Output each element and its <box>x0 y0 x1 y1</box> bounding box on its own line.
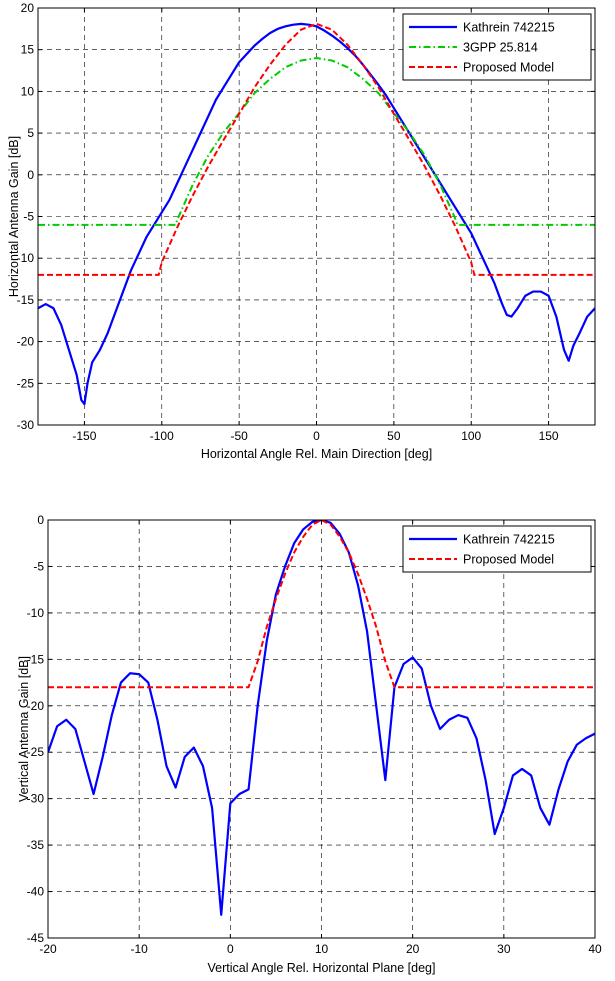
x-tick-label: 20 <box>406 942 420 956</box>
y-axis-label-vertical: Vertical Antenna Gain [dB] <box>17 656 31 802</box>
x-tick-label: 150 <box>539 429 559 443</box>
legend-label: Kathrein 742215 <box>463 533 555 547</box>
legend-box <box>402 525 592 573</box>
legend-vertical: Kathrein 742215 Proposed Model <box>402 525 592 573</box>
y-tick-label: -15 <box>27 652 45 666</box>
x-tick-label: 0 <box>227 942 234 956</box>
y-tick-label: -10 <box>27 606 45 620</box>
ticks-vertical: -20 -10 0 10 20 30 40 -45 -40 -35 -30 -25 -20 -15 -10 -… <box>27 513 602 956</box>
y-tick-label: -25 <box>27 745 45 759</box>
y-tick-label: -15 <box>17 293 35 307</box>
legend-horizontal: Kathrein 742215 3GPP 25.814 Proposed Model <box>402 13 592 81</box>
x-tick-label: 30 <box>497 942 511 956</box>
x-tick-label: -150 <box>72 429 96 443</box>
y-tick-label: 0 <box>37 513 44 527</box>
series-line-kathrein-742215 <box>38 22 595 406</box>
x-tick-label: -20 <box>39 942 57 956</box>
y-tick-label: 5 <box>27 126 34 140</box>
y-tick-label: -20 <box>17 335 35 349</box>
y-tick-label: 15 <box>21 43 35 57</box>
y-tick-label: -30 <box>17 418 35 432</box>
y-tick-label: -40 <box>27 885 45 899</box>
x-tick-label: 40 <box>588 942 602 956</box>
y-tick-label: -5 <box>33 559 44 573</box>
y-tick-label: -20 <box>27 699 45 713</box>
legend-label: Proposed Model <box>463 61 554 75</box>
x-tick-label: -10 <box>130 942 148 956</box>
x-axis-label-vertical: Vertical Angle Rel. Horizontal Plane [de… <box>208 961 436 975</box>
series-line-proposed-model <box>48 520 595 689</box>
x-tick-label: 100 <box>461 429 481 443</box>
y-tick-label: 10 <box>21 84 35 98</box>
legend-label: 3GPP 25.814 <box>463 41 538 55</box>
y-tick-label: 0 <box>27 168 34 182</box>
y-tick-label: -35 <box>27 838 45 852</box>
chart-horizontal-gain: -150 -100 -50 0 50 100 150-30-25-20-15-10-5051… <box>7 1 596 461</box>
x-tick-label: 50 <box>387 429 401 443</box>
y-tick-label: -45 <box>27 931 45 945</box>
y-tick-label: -25 <box>17 376 35 390</box>
ticks-horizontal: -150 -100 -50 0 50 100 150-30-25-20-15-10-5051… <box>17 1 595 443</box>
y-tick-label: -30 <box>27 792 45 806</box>
legend-label: Proposed Model <box>463 553 554 567</box>
series-line-3gpp-25-814 <box>38 57 595 226</box>
grid-horizontal <box>38 8 595 425</box>
x-tick-label: 0 <box>313 429 320 443</box>
x-axis-label-horizontal: Horizontal Angle Rel. Main Direction [de… <box>201 447 432 461</box>
y-tick-label: -5 <box>23 210 34 224</box>
grid-vertical <box>48 520 595 938</box>
series-line-proposed-model <box>38 22 595 276</box>
y-tick-label: 20 <box>21 1 35 15</box>
x-tick-label: -100 <box>150 429 174 443</box>
series-lines-horizontal <box>38 22 595 406</box>
y-axis-label-horizontal: Horizontal Antenna Gain [dB] <box>7 136 21 297</box>
chart-vertical-gain: -20 -10 0 10 20 30 40 -45 -40 -35 -30 -25 -20 -15 -10 -… <box>17 513 602 975</box>
series-line-kathrein-742215 <box>48 520 595 916</box>
x-tick-label: -50 <box>230 429 248 443</box>
x-tick-label: 10 <box>315 942 329 956</box>
y-tick-label: -10 <box>17 251 35 265</box>
legend-label: Kathrein 742215 <box>463 21 555 35</box>
series-lines-vertical <box>48 520 595 916</box>
